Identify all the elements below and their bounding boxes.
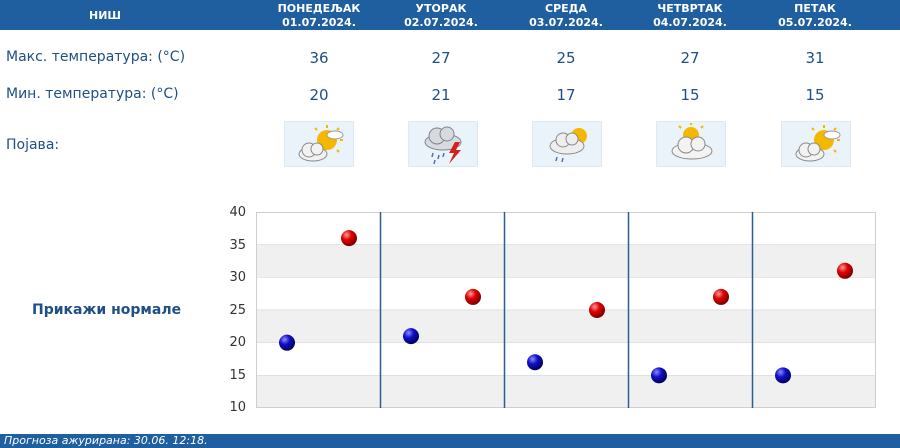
sunny-cloud-icon [284,121,354,167]
day-header: ПЕТАК 05.07.2024. [755,2,875,30]
weekday: ЧЕТВРТАК [657,2,723,15]
y-tick-label: 10 [229,400,246,415]
max-temp-marker [837,262,853,279]
max-temp-marker [341,230,357,247]
day-header: ЧЕТВРТАК 04.07.2024. [630,2,750,30]
min-temp-marker [527,354,543,371]
date: 05.07.2024. [778,16,852,29]
y-tick-label: 15 [229,368,246,383]
min-temp-value: 15 [680,86,700,104]
grid-band [256,244,876,278]
cloud-sun-icon [656,121,726,167]
y-tick-label: 30 [229,270,246,285]
plot-border [256,212,876,408]
y-tick-label: 35 [229,238,246,253]
max-temp-value: 36 [309,49,329,67]
phenomenon-label: Појава: [6,137,60,153]
weekday: УТОРАК [415,2,467,15]
date: 02.07.2024. [404,16,478,29]
min-temp-marker [651,367,667,384]
forecast-updated-text: Прогноза ажурирана: 30.06. 12:18. [4,434,208,447]
min-temp-value: 20 [309,86,329,104]
footer-bar: Прогноза ажурирана: 30.06. 12:18. [0,434,900,448]
min-temp-value: 15 [805,86,825,104]
grid-band [256,309,876,343]
date: 04.07.2024. [653,16,727,29]
cloud-sun-light-rain-icon [532,121,602,167]
thunderstorm-rain-icon [408,121,478,167]
max-temp-label: Макс. температура: (°C) [6,49,186,65]
y-tick-label: 40 [229,205,246,220]
show-normals-link[interactable]: Прикажи нормале [32,302,182,318]
city-name: НИШ [88,9,121,22]
min-temp-value: 17 [556,86,576,104]
max-temp-value: 27 [431,49,451,67]
temperature-chart [256,212,876,408]
min-temp-value: 21 [431,86,451,104]
date: 03.07.2024. [529,16,603,29]
min-temp-marker [403,328,419,345]
sunny-cloud-icon [781,121,851,167]
max-temp-value: 31 [805,49,825,67]
grid-band [256,375,876,408]
day-header: ПОНЕДЕЉАК 01.07.2024. [259,2,379,30]
weekday: СРЕДА [545,2,587,15]
date: 01.07.2024. [282,16,356,29]
max-temp-value: 27 [680,49,700,67]
header-bar: НИШ ПОНЕДЕЉАК 01.07.2024. УТОРАК 02.07.2… [0,0,900,30]
weekday: ПЕТАК [794,2,836,15]
min-temp-marker [775,367,791,384]
y-tick-label: 20 [229,335,246,350]
y-tick-label: 25 [229,303,246,318]
min-temp-marker [279,334,295,351]
min-temp-label: Мин. температура: (°C) [6,86,179,102]
weekday: ПОНЕДЕЉАК [277,2,361,15]
day-header: УТОРАК 02.07.2024. [381,2,501,30]
grid-band [256,277,876,311]
max-temp-marker [465,288,481,305]
day-header: СРЕДА 03.07.2024. [506,2,626,30]
max-temp-value: 25 [556,49,576,67]
max-temp-marker [713,288,729,305]
max-temp-marker [589,302,605,318]
